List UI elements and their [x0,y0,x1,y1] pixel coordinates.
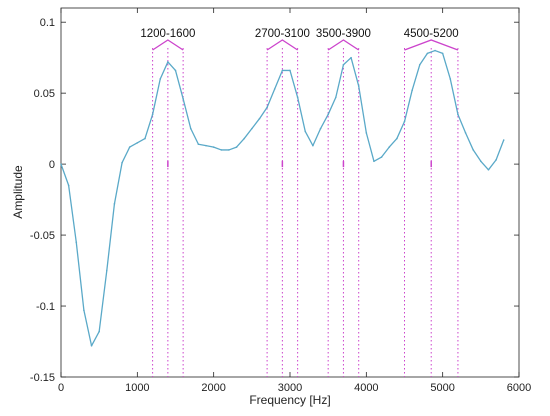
data-point [380,156,383,158]
series-group [60,49,505,347]
data-point [373,160,375,163]
data-point [289,69,291,72]
data-point [426,52,429,55]
data-point [480,160,482,163]
data-point [342,63,345,66]
data-point [151,113,154,116]
y-tick-label: -0.05 [30,230,55,242]
data-point [472,149,475,151]
x-tick-label: 6000 [507,382,531,394]
data-point [106,269,108,272]
data-point [167,61,169,63]
y-tick-label: -0.1 [36,301,55,313]
data-point [441,52,444,55]
data-point [83,309,85,312]
y-tick-label: 0 [49,159,55,171]
data-point [243,137,245,140]
x-tick-label: 1000 [125,382,149,394]
data-point [189,127,192,130]
data-point [98,330,100,333]
band-bracket [404,39,459,51]
data-point [228,149,230,151]
data-point [121,161,123,164]
data-point [335,96,337,99]
band-label: 3500-3900 [316,28,371,40]
x-axis-label: Frequency [Hz] [249,393,330,407]
data-point [487,168,490,171]
band-bracket [327,39,360,51]
x-tick-label: 4000 [354,382,378,394]
data-point [434,49,436,52]
y-axis-label: Amplitude [11,165,25,219]
data-point [327,113,329,116]
band-label: 4500-5200 [404,28,459,40]
data-point [174,69,177,72]
data-point [212,146,215,148]
data-point [205,144,207,147]
data-point [60,163,62,165]
x-axis-ticks: 0 1000 2000 3000 4000 5000 6000 [58,8,531,394]
data-point [312,144,314,147]
x-tick-label: 2000 [201,382,225,394]
data-point [403,120,406,123]
data-point [182,98,184,100]
data-point [281,69,284,72]
data-point [388,146,391,148]
y-tick-label: 0.05 [34,88,55,100]
data-point [457,113,459,116]
data-point [90,344,93,347]
data-point [418,63,421,66]
x-tick-label: 0 [58,382,64,394]
data-point [113,203,116,205]
data-point [67,184,70,187]
x-tick-label: 5000 [430,382,454,394]
data-point [235,146,238,148]
data-point [319,127,322,130]
y-axis-ticks: -0.15 -0.1 -0.05 0 0.05 0.1 [30,17,519,384]
frequency-bands: 1200-1600 2700-3100 3500-3900 4500-5200 [140,28,459,377]
data-point [258,117,261,120]
data-point [251,127,253,130]
data-point [159,78,162,80]
data-point [220,149,223,151]
data-point [411,89,413,92]
data-point [464,132,467,134]
data-point [365,132,368,134]
data-point [350,56,352,59]
band-bracket [152,39,184,51]
data-point [144,137,146,140]
data-point [396,137,398,140]
data-point [449,78,452,80]
data-point [128,146,131,148]
x-tick-label: 3000 [278,382,302,394]
plot-area [60,7,520,378]
data-point [197,143,200,146]
y-tick-label: 0.1 [40,17,55,29]
data-point [502,139,505,141]
data-point [273,88,276,90]
band-bracket [266,39,298,51]
band-label: 1200-1600 [140,28,195,40]
data-point [495,159,497,161]
data-point [75,241,78,243]
band-label: 2700-3100 [255,28,310,40]
data-point [136,142,139,144]
data-point [266,106,268,109]
data-point [304,130,307,133]
data-point [296,96,299,99]
y-tick-label: -0.15 [30,372,55,384]
data-point [357,85,360,87]
